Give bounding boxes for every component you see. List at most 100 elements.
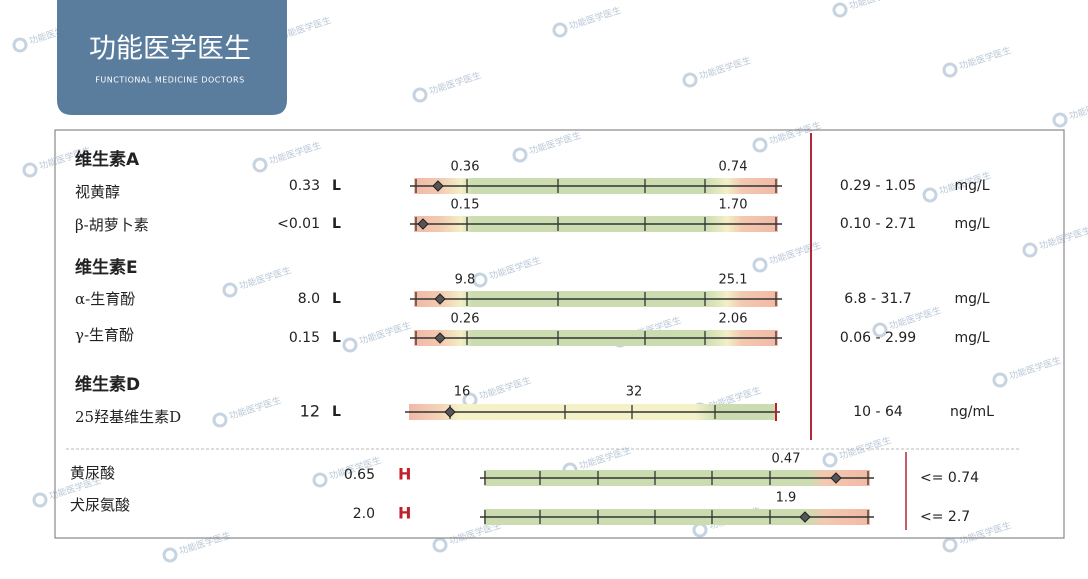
result: 8.0 [298,291,320,307]
unit: mg/L [954,216,989,232]
watermark-icon [872,322,888,338]
watermark: 功能医学医生 [412,69,483,103]
flag: L [332,330,341,346]
watermark-icon [942,62,958,78]
watermark-icon [922,187,938,203]
result-marker [830,472,842,484]
watermark-icon [162,547,178,563]
watermark-text: 功能医学医生 [1068,94,1088,122]
watermark-icon [472,272,488,288]
watermark-icon [822,452,838,468]
watermark-icon [512,147,528,163]
watermark-icon [1052,112,1068,128]
range-high: 25.1 [719,273,748,288]
range-high: 0.47 [772,452,801,467]
range-low: 16 [454,385,471,400]
range-high: 0.74 [719,160,748,175]
watermark-icon [252,157,268,173]
reference-range: 0.10 - 2.71 [840,216,916,232]
watermark: 功能医学医生 [1052,94,1088,128]
watermark-icon [752,257,768,273]
flag: H [398,465,411,484]
watermark-text: 功能医学医生 [848,0,903,12]
watermark-icon [432,537,448,553]
watermark-icon [212,412,228,428]
watermark-text: 功能医学医生 [478,374,533,402]
flag: L [332,178,341,194]
watermark: 功能医学医生 [552,4,623,38]
result-marker [434,293,446,305]
watermark-icon [942,537,958,553]
reference-range: 0.06 - 2.99 [840,330,916,346]
result-marker [799,511,811,523]
watermark: 功能医学医生 [472,254,543,288]
logo-title: 功能医学医生 [89,34,251,65]
range-high: 32 [626,385,643,400]
watermark-icon [312,472,328,488]
watermark-text: 功能医学医生 [268,139,323,167]
test-name: 黄尿酸 [70,464,115,482]
section-title: 维生素A [75,149,140,170]
watermark-icon [222,282,238,298]
watermark: 功能医学医生 [212,394,283,428]
reference-range: <= 2.7 [920,509,970,525]
result-marker [417,218,429,230]
range-high: 1.70 [719,198,748,213]
watermark-text: 功能医学医生 [1008,354,1063,382]
result: 0.15 [289,330,320,346]
watermark-icon [992,372,1008,388]
watermark-icon [412,87,428,103]
range-low: 9.8 [455,273,476,288]
watermark-text: 功能医学医生 [228,394,283,422]
unit: mg/L [954,178,989,194]
watermark-icon [552,22,568,38]
result-marker [444,406,456,418]
watermark-icon [832,2,848,18]
watermark: 功能医学医生 [1022,224,1088,258]
watermark-text: 功能医学医生 [768,239,823,267]
watermark: 功能医学医生 [682,54,753,88]
watermark: 功能医学医生 [752,119,823,153]
report-frame [54,129,1065,539]
logo-subtitle: FUNCTIONAL MEDICINE DOCTORS [95,76,244,85]
test-name: β-胡萝卜素 [75,216,149,234]
watermark: 功能医学医生 [222,264,293,298]
watermark-icon [342,337,358,353]
watermark-text: 功能医学医生 [568,4,623,32]
test-name: α-生育酚 [75,290,135,308]
unit: mg/L [954,330,989,346]
watermark-text: 功能医学医生 [428,69,483,97]
reference-range: 0.29 - 1.05 [840,178,916,194]
range-high: 2.06 [719,312,748,327]
test-name: 25羟基维生素D [75,408,181,426]
watermark: 功能医学医生 [752,239,823,273]
section-title: 维生素D [75,374,140,395]
watermark-text: 功能医学医生 [1038,224,1088,252]
result: <0.01 [277,216,320,232]
watermark-text: 功能医学医生 [178,529,233,557]
result-marker [432,180,444,192]
watermark-text: 功能医学医生 [768,119,823,147]
watermark-text: 功能医学医生 [888,304,943,332]
watermark-icon [682,72,698,88]
watermark-text: 功能医学医生 [958,44,1013,72]
watermark-text: 功能医学医生 [488,254,543,282]
watermark-text: 功能医学医生 [528,129,583,157]
flag: L [332,216,341,232]
watermark-text: 功能医学医生 [578,444,633,472]
unit: mg/L [954,291,989,307]
watermark: 功能医学医生 [342,319,413,353]
watermark: 功能医学医生 [832,0,903,18]
range-low: 0.36 [451,160,480,175]
reference-range: 6.8 - 31.7 [844,291,911,307]
reference-range: <= 0.74 [920,470,979,486]
range-low: 0.15 [451,198,480,213]
unit: ng/mL [950,404,994,420]
section-title: 维生素E [75,257,138,278]
range-low: 0.26 [451,312,480,327]
flag: L [332,291,341,307]
logo-box [57,0,287,115]
watermark: 功能医学医生 [822,434,893,468]
result: 0.33 [289,178,320,194]
